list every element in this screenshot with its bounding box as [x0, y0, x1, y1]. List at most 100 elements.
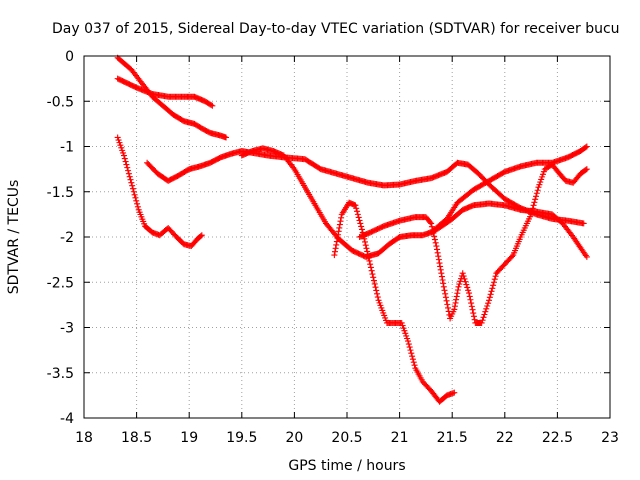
- series-track-1: [114, 54, 230, 141]
- data-point: [434, 246, 441, 253]
- y-tick-label: 0: [65, 49, 74, 65]
- data-point: [431, 236, 438, 243]
- data-point: [362, 242, 369, 249]
- data-point: [127, 176, 134, 183]
- data-point: [486, 294, 493, 301]
- x-tick-label: 20: [285, 430, 303, 446]
- data-point: [332, 245, 339, 252]
- data-point: [454, 290, 461, 297]
- y-tick-label: -1: [60, 140, 74, 156]
- data-point: [130, 188, 137, 195]
- data-point: [489, 285, 496, 292]
- data-point: [583, 166, 590, 173]
- data-point: [468, 303, 475, 310]
- data-point: [367, 261, 374, 268]
- data-point: [452, 299, 459, 306]
- data-point: [470, 310, 477, 317]
- data-point: [437, 266, 444, 273]
- data-point: [528, 211, 535, 218]
- data-point: [582, 166, 589, 173]
- y-tick-labels: 0 -0.5 -1 -1.5 -2 -2.5 -3 -3.5 -4: [47, 49, 74, 427]
- data-point: [119, 147, 126, 154]
- x-tick-label: 18.5: [121, 430, 152, 446]
- data-point: [116, 139, 123, 146]
- data-point: [539, 171, 546, 178]
- data-point: [131, 191, 138, 198]
- data-point: [358, 223, 365, 230]
- data-point: [539, 173, 546, 180]
- data-point: [583, 143, 590, 150]
- data-point: [115, 137, 122, 144]
- data-point: [336, 221, 343, 228]
- data-point: [482, 308, 489, 315]
- data-point: [431, 233, 438, 240]
- data-point: [337, 218, 344, 225]
- data-point: [331, 248, 338, 255]
- data-point: [354, 211, 361, 218]
- data-point: [468, 300, 475, 307]
- data-point: [485, 300, 492, 307]
- data-point: [454, 287, 461, 294]
- data-point: [125, 167, 132, 174]
- y-tick-label: -2.5: [47, 275, 74, 291]
- x-tick-label: 18: [75, 430, 93, 446]
- data-point: [470, 313, 477, 320]
- data-point: [467, 296, 474, 303]
- data-point: [583, 253, 590, 260]
- data-point: [457, 278, 464, 285]
- data-point: [354, 208, 361, 215]
- data-point: [374, 290, 381, 297]
- data-point: [133, 197, 140, 204]
- data-point: [123, 161, 130, 168]
- data-point: [466, 293, 473, 300]
- data-point: [491, 276, 498, 283]
- data-point: [433, 243, 440, 250]
- data-point: [401, 327, 408, 334]
- data-point: [128, 179, 135, 186]
- data-point: [462, 278, 469, 285]
- data-point: [540, 168, 547, 175]
- data-point: [398, 319, 405, 326]
- data-point: [442, 294, 449, 301]
- data-point: [451, 389, 458, 396]
- data-point: [134, 200, 141, 207]
- data-point: [438, 270, 445, 277]
- data-point: [480, 314, 487, 321]
- data-point: [451, 303, 458, 310]
- data-point: [488, 288, 495, 295]
- data-point: [464, 284, 471, 291]
- data-point: [399, 322, 406, 329]
- data-point: [129, 182, 136, 189]
- data-point: [466, 290, 473, 297]
- x-tick-label: 21: [391, 430, 409, 446]
- data-point: [529, 205, 536, 212]
- y-tick-label: -3.5: [47, 366, 74, 382]
- data-point: [367, 264, 374, 271]
- data-point: [411, 362, 418, 369]
- data-point: [125, 170, 132, 177]
- data-point: [114, 134, 121, 141]
- data-point: [465, 287, 472, 294]
- data-point: [403, 332, 410, 339]
- data-point: [432, 239, 439, 246]
- data-point: [440, 280, 447, 287]
- series-track-2: [114, 75, 216, 109]
- data-point: [357, 220, 364, 227]
- data-point: [528, 208, 535, 215]
- data-point: [537, 179, 544, 186]
- data-point: [366, 257, 373, 264]
- data-point: [338, 214, 345, 221]
- data-point: [582, 144, 589, 151]
- data-point: [124, 164, 131, 171]
- data-point: [443, 297, 450, 304]
- data-point: [444, 304, 451, 311]
- data-marks: [114, 54, 590, 405]
- data-point: [451, 306, 458, 313]
- data-point: [428, 220, 435, 227]
- data-point: [126, 173, 133, 180]
- chart-title: Day 037 of 2015, Sidereal Day-to-day VTE…: [52, 21, 620, 37]
- data-point: [469, 306, 476, 313]
- data-point: [410, 359, 417, 366]
- data-point: [490, 282, 497, 289]
